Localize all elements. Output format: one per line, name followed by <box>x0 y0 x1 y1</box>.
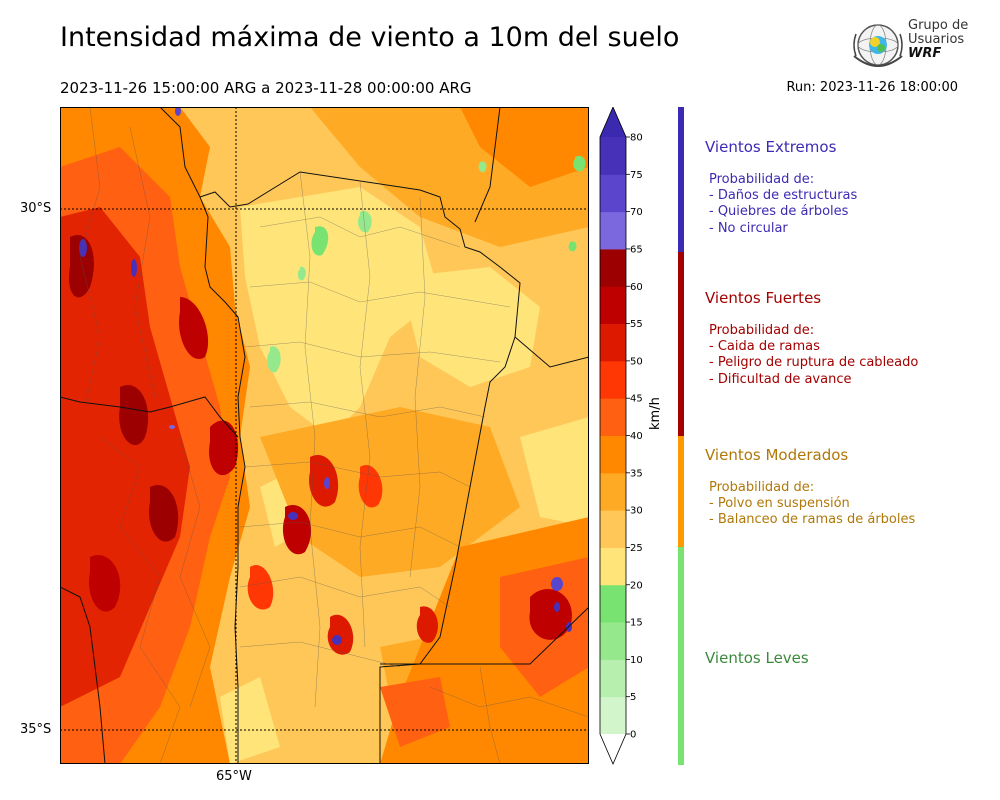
colorbar-tick-label: 15 <box>630 618 643 629</box>
category-item: - Peligro de ruptura de cableado <box>709 355 919 371</box>
colorbar-tick-label: 70 <box>630 207 643 218</box>
colorbar-tick-label: 25 <box>630 543 643 554</box>
colorbar-tick-label: 65 <box>630 244 643 255</box>
graticule <box>60 107 589 764</box>
colorbar-segment <box>600 696 626 735</box>
logo-text: Grupo de Usuarios WRF <box>908 19 968 61</box>
severity-bar-fuertes <box>678 252 684 436</box>
colorbar-segment <box>600 211 626 250</box>
category-item: - Caida de ramas <box>709 339 820 355</box>
category-desc-extremos: Probabilidad de: - Daños de estructuras … <box>709 172 857 237</box>
severity-bar-extremos <box>678 107 684 252</box>
colorbar-segment <box>600 547 626 586</box>
category-title-fuertes: Vientos Fuertes <box>705 289 822 307</box>
category-title-moderados: Vientos Moderados <box>705 446 849 464</box>
colorbar-segment <box>600 323 626 362</box>
lat-label-35s: 35°S <box>20 722 52 737</box>
colorbar: 0 5 10 15 20 25 30 35 40 45 50 55 60 65 70 75 80 <box>599 107 643 766</box>
run-time: Run: 2023-11-26 18:00:00 <box>786 80 958 95</box>
category-desc-moderados: Probabilidad de: - Polvo en suspensión -… <box>709 480 915 529</box>
severity-bar-moderados <box>678 436 684 547</box>
colorbar-segment <box>600 584 626 623</box>
colorbar-segment <box>600 659 626 698</box>
colorbar-unit: km/h <box>648 397 663 430</box>
colorbar-segment <box>600 435 626 474</box>
colorbar-segment <box>600 510 626 548</box>
colorbar-segment <box>600 286 626 325</box>
wind-map <box>60 107 589 764</box>
globe-logo-icon <box>853 24 903 67</box>
category-intro: Probabilidad de: <box>709 172 815 187</box>
colorbar-tick-label: 60 <box>630 282 643 293</box>
colorbar-extend-bottom <box>600 734 626 764</box>
colorbar-tick-label: 45 <box>630 394 643 405</box>
colorbar-tick-label: 10 <box>630 655 643 666</box>
category-intro: Probabilidad de: <box>709 480 815 495</box>
colorbar-tick-label: 40 <box>630 431 643 442</box>
category-desc-fuertes: Probabilidad de: - Caida de ramas - Peli… <box>709 323 918 388</box>
colorbar-segment <box>600 174 626 213</box>
colorbar-segment <box>600 137 626 175</box>
category-intro: Probabilidad de: <box>709 323 815 338</box>
page-title: Intensidad máxima de viento a 10m del su… <box>60 22 680 53</box>
colorbar-tick-label: 30 <box>630 506 643 517</box>
colorbar-tick-label: 0 <box>630 730 636 741</box>
province-borders <box>60 107 589 764</box>
lat-label-30s: 30°S <box>20 201 52 216</box>
category-item: - Balanceo de ramas de árboles <box>709 512 916 528</box>
colorbar-tick-label: 80 <box>630 133 643 144</box>
colorbar-segment <box>600 360 626 399</box>
category-title-leves: Vientos Leves <box>705 649 809 667</box>
colorbar-segment <box>600 622 626 660</box>
forecast-period: 2023-11-26 15:00:00 ARG a 2023-11-28 00:… <box>60 79 472 97</box>
category-item: - Daños de estructuras <box>709 188 858 204</box>
category-title-extremos: Vientos Extremos <box>705 138 837 156</box>
colorbar-segment <box>600 398 626 436</box>
logo-line-1: Grupo de <box>908 18 969 33</box>
severity-bar-leves <box>678 547 684 765</box>
category-item: - Quiebres de árboles <box>709 204 849 220</box>
category-item: - Dificultad de avance <box>709 371 852 387</box>
colorbar-tick-label: 35 <box>630 468 643 479</box>
colorbar-tick-label: 55 <box>630 319 643 330</box>
wind-intensity-field <box>60 107 589 764</box>
colorbar-tick-label: 75 <box>630 170 643 181</box>
colorbar-segment <box>600 248 626 287</box>
colorbar-extend-top <box>600 107 626 137</box>
category-item: - Polvo en suspensión <box>709 496 850 512</box>
logo-line-2: Usuarios <box>908 32 965 47</box>
category-item: - No circular <box>709 220 788 236</box>
colorbar-tick-label: 50 <box>630 356 643 367</box>
logo-line-3: WRF <box>908 46 942 61</box>
colorbar-tick-label: 5 <box>630 692 636 703</box>
lon-label-65w: 65°W <box>216 769 252 784</box>
colorbar-segment <box>600 472 626 511</box>
department-borders <box>79 107 589 764</box>
colorbar-tick-label: 20 <box>630 580 643 591</box>
